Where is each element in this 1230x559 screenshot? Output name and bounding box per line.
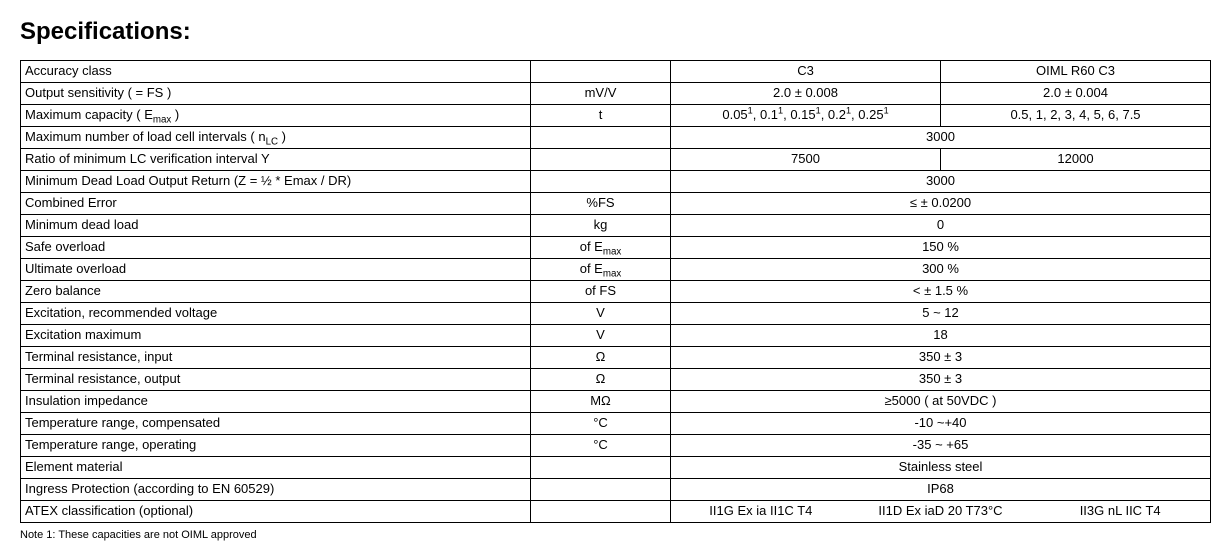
spec-label: Maximum number of load cell intervals ( …	[21, 127, 531, 149]
table-row: Zero balanceof FS< ± 1.5 %	[21, 281, 1211, 303]
spec-unit: V	[531, 303, 671, 325]
spec-unit: V	[531, 325, 671, 347]
spec-value: C3	[671, 61, 941, 83]
spec-unit	[531, 61, 671, 83]
spec-unit: Ω	[531, 369, 671, 391]
table-row: Combined Error%FS≤ ± 0.0200	[21, 193, 1211, 215]
footnote: Note 1: These capacities are not OIML ap…	[20, 529, 1210, 541]
spec-value: 12000	[941, 149, 1211, 171]
spec-label: Terminal resistance, input	[21, 347, 531, 369]
spec-value: II1D Ex iaD 20 T73°C	[851, 501, 1031, 522]
spec-unit: of FS	[531, 281, 671, 303]
table-row: Accuracy class C3OIML R60 C3	[21, 61, 1211, 83]
spec-label: ATEX classification (optional)	[21, 501, 531, 523]
table-row: Temperature range, compensated°C-10 ~+40	[21, 413, 1211, 435]
table-row: Insulation impedanceMΩ≥5000 ( at 50VDC )	[21, 391, 1211, 413]
spec-label: Ingress Protection (according to EN 6052…	[21, 479, 531, 501]
spec-unit: MΩ	[531, 391, 671, 413]
spec-unit	[531, 479, 671, 501]
spec-unit	[531, 457, 671, 479]
spec-value: II3G nL IIC T4	[1030, 501, 1210, 522]
spec-unit: of Emax	[531, 237, 671, 259]
spec-label: Minimum Dead Load Output Return (Z = ½ *…	[21, 171, 531, 193]
spec-value: -10 ~+40	[671, 413, 1211, 435]
table-row: Temperature range, operating°C-35 ~ +65	[21, 435, 1211, 457]
spec-label: Minimum dead load	[21, 215, 531, 237]
spec-unit: Ω	[531, 347, 671, 369]
spec-label: Terminal resistance, output	[21, 369, 531, 391]
table-row: ATEX classification (optional) II1G Ex ia…	[21, 501, 1211, 523]
spec-unit: °C	[531, 413, 671, 435]
table-row: Terminal resistance, outputΩ350 ± 3	[21, 369, 1211, 391]
spec-value: 0.051, 0.11, 0.151, 0.21, 0.251	[671, 105, 941, 127]
spec-label: Excitation maximum	[21, 325, 531, 347]
spec-unit: °C	[531, 435, 671, 457]
spec-value: 5 ~ 12	[671, 303, 1211, 325]
spec-value: 0.5, 1, 2, 3, 4, 5, 6, 7.5	[941, 105, 1211, 127]
table-row: Ultimate overloadof Emax300 %	[21, 259, 1211, 281]
spec-unit: %FS	[531, 193, 671, 215]
spec-unit: kg	[531, 215, 671, 237]
table-row: Minimum Dead Load Output Return (Z = ½ *…	[21, 171, 1211, 193]
spec-value: < ± 1.5 %	[671, 281, 1211, 303]
spec-label: Maximum capacity ( Emax )	[21, 105, 531, 127]
table-row: Ratio of minimum LC verification interva…	[21, 149, 1211, 171]
spec-value: 18	[671, 325, 1211, 347]
spec-value: 2.0 ± 0.004	[941, 83, 1211, 105]
table-row: Excitation maximumV18	[21, 325, 1211, 347]
spec-label: Temperature range, operating	[21, 435, 531, 457]
spec-value: ≥5000 ( at 50VDC )	[671, 391, 1211, 413]
spec-value: 3000	[671, 127, 1211, 149]
spec-unit	[531, 501, 671, 523]
spec-label: Safe overload	[21, 237, 531, 259]
spec-unit: of Emax	[531, 259, 671, 281]
spec-label: Temperature range, compensated	[21, 413, 531, 435]
spec-value: -35 ~ +65	[671, 435, 1211, 457]
spec-label: Ratio of minimum LC verification interva…	[21, 149, 531, 171]
spec-value: 350 ± 3	[671, 347, 1211, 369]
spec-label: Element material	[21, 457, 531, 479]
table-row: Safe overloadof Emax150 %	[21, 237, 1211, 259]
spec-value: 350 ± 3	[671, 369, 1211, 391]
table-row: Ingress Protection (according to EN 6052…	[21, 479, 1211, 501]
spec-value: ≤ ± 0.0200	[671, 193, 1211, 215]
table-row: Minimum dead loadkg0	[21, 215, 1211, 237]
spec-label: Insulation impedance	[21, 391, 531, 413]
spec-label: Output sensitivity ( = FS )	[21, 83, 531, 105]
table-row: Maximum number of load cell intervals ( …	[21, 127, 1211, 149]
spec-value: Stainless steel	[671, 457, 1211, 479]
spec-value-group: II1G Ex ia II1C T4II1D Ex iaD 20 T73°CII…	[671, 501, 1211, 523]
spec-value: 300 %	[671, 259, 1211, 281]
spec-value: 150 %	[671, 237, 1211, 259]
table-row: Excitation, recommended voltageV5 ~ 12	[21, 303, 1211, 325]
spec-unit	[531, 171, 671, 193]
spec-label: Accuracy class	[21, 61, 531, 83]
spec-unit	[531, 149, 671, 171]
table-row: Output sensitivity ( = FS )mV/V2.0 ± 0.0…	[21, 83, 1211, 105]
spec-value: 3000	[671, 171, 1211, 193]
table-row: Element material Stainless steel	[21, 457, 1211, 479]
spec-value: 2.0 ± 0.008	[671, 83, 941, 105]
spec-value: 0	[671, 215, 1211, 237]
spec-value: OIML R60 C3	[941, 61, 1211, 83]
spec-label: Excitation, recommended voltage	[21, 303, 531, 325]
table-row: Terminal resistance, inputΩ350 ± 3	[21, 347, 1211, 369]
spec-label: Zero balance	[21, 281, 531, 303]
spec-value: II1G Ex ia II1C T4	[671, 501, 851, 522]
spec-label: Ultimate overload	[21, 259, 531, 281]
spec-unit	[531, 127, 671, 149]
page-title: Specifications:	[20, 18, 1210, 46]
spec-label: Combined Error	[21, 193, 531, 215]
table-row: Maximum capacity ( Emax )t0.051, 0.11, 0…	[21, 105, 1211, 127]
spec-unit: t	[531, 105, 671, 127]
spec-value: IP68	[671, 479, 1211, 501]
specifications-table: Accuracy classC3OIML R60 C3Output sensit…	[20, 60, 1211, 523]
spec-unit: mV/V	[531, 83, 671, 105]
spec-value: 7500	[671, 149, 941, 171]
